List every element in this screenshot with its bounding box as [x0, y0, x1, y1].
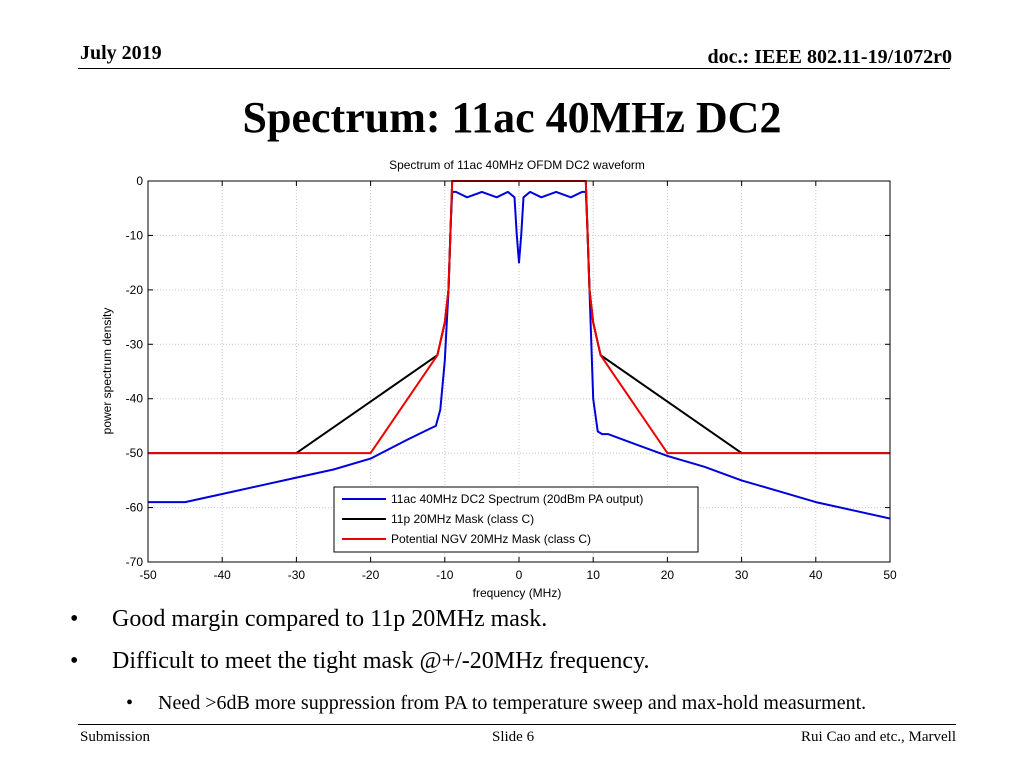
bullet-dot: •	[70, 606, 79, 632]
x-tick-label: -20	[362, 568, 380, 582]
y-tick-label: -60	[126, 501, 144, 515]
x-tick-label: 40	[809, 568, 823, 582]
footer-author: Rui Cao and etc., Marvell	[801, 729, 956, 745]
bullet-dot: •	[126, 692, 134, 714]
bullet-text: Difficult to meet the tight mask @+/-20M…	[112, 648, 650, 674]
x-tick-label: -50	[139, 568, 157, 582]
footer-divider	[78, 724, 956, 725]
bullet-dot: •	[70, 648, 79, 674]
y-tick-label: -50	[126, 446, 144, 460]
series-line-spectrum	[148, 190, 891, 520]
legend-label-ngv-mask: Potential NGV 20MHz Mask (class C)	[391, 532, 591, 546]
bullet-text: Need >6dB more suppression from PA to te…	[158, 692, 867, 714]
y-tick-label: 0	[136, 174, 143, 188]
chart-legend: 11ac 40MHz DC2 Spectrum (20dBm PA output…	[333, 486, 699, 553]
y-tick-label: -20	[126, 283, 144, 297]
x-tick-label: 30	[735, 568, 749, 582]
x-tick-label: -10	[436, 568, 454, 582]
legend-label-11p-mask: 11p 20MHz Mask (class C)	[391, 512, 534, 526]
footer-slide-number: Slide 6	[492, 729, 535, 745]
y-tick-label: -70	[126, 555, 144, 569]
chart-ticks: -50 -40 -30 -20 -10 0 10 20 30 40 50 0 -10 -20 -30 -40 -…	[126, 174, 897, 582]
legend-box	[333, 486, 699, 553]
footer-submission: Submission	[80, 729, 151, 745]
header-date: July 2019	[80, 42, 162, 64]
y-tick-label: -40	[126, 392, 144, 406]
x-tick-label: 0	[516, 568, 523, 582]
legend-label-spectrum: 11ac 40MHz DC2 Spectrum (20dBm PA output…	[391, 492, 643, 506]
header-divider	[78, 68, 950, 69]
x-tick-label: 20	[661, 568, 675, 582]
plot-area	[147, 180, 891, 563]
x-axis-label: frequency (MHz)	[473, 586, 562, 600]
y-axis-label: power spectrum density	[100, 308, 114, 435]
header-doc-id: doc.: IEEE 802.11-19/1072r0	[707, 46, 952, 68]
y-tick-label: -30	[126, 337, 144, 351]
spectrum-chart: Spectrum of 11ac 40MHz OFDM DC2 waveform…	[100, 158, 897, 600]
slide-title: Spectrum: 11ac 40MHz DC2	[242, 93, 782, 142]
x-tick-label: 10	[587, 568, 601, 582]
bullet-text: Good margin compared to 11p 20MHz mask.	[112, 606, 548, 632]
chart-title: Spectrum of 11ac 40MHz OFDM DC2 waveform	[389, 158, 645, 172]
x-tick-label: -40	[214, 568, 232, 582]
y-tick-label: -10	[126, 228, 144, 242]
x-tick-label: -30	[288, 568, 306, 582]
x-tick-label: 50	[883, 568, 897, 582]
